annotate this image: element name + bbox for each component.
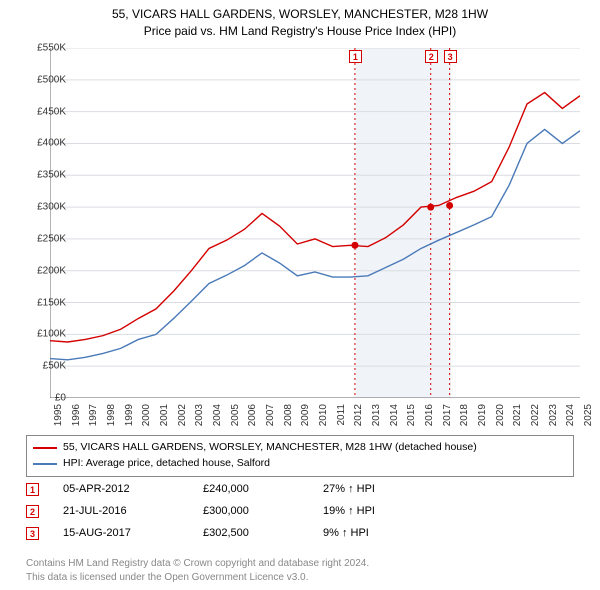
y-tick-label: £500K (37, 74, 66, 85)
x-tick-label: 2022 (530, 404, 541, 426)
x-tick-label: 2016 (424, 404, 435, 426)
x-tick-label: 2017 (442, 404, 453, 426)
title-line1: 55, VICARS HALL GARDENS, WORSLEY, MANCHE… (0, 6, 600, 23)
x-tick-label: 1999 (124, 404, 135, 426)
x-tick-label: 2000 (141, 404, 152, 426)
legend-label: HPI: Average price, detached house, Salf… (63, 456, 270, 472)
legend-row: 55, VICARS HALL GARDENS, WORSLEY, MANCHE… (33, 440, 567, 456)
sale-date: 05-APR-2012 (63, 483, 203, 495)
x-tick-label: 2006 (247, 404, 258, 426)
x-tick-label: 2003 (194, 404, 205, 426)
sale-flag-icon: 2 (425, 50, 438, 63)
sale-date: 15-AUG-2017 (63, 527, 203, 539)
y-tick-label: £400K (37, 138, 66, 149)
x-tick-label: 1998 (106, 404, 117, 426)
sale-delta: 19% ↑ HPI (323, 505, 375, 517)
chart-container: 55, VICARS HALL GARDENS, WORSLEY, MANCHE… (0, 0, 600, 590)
legend-row: HPI: Average price, detached house, Salf… (33, 456, 567, 472)
sale-price: £300,000 (203, 505, 323, 517)
sale-price: £240,000 (203, 483, 323, 495)
x-tick-label: 2007 (265, 404, 276, 426)
y-tick-label: £350K (37, 170, 66, 181)
x-tick-label: 2019 (477, 404, 488, 426)
x-tick-label: 1995 (53, 404, 64, 426)
footer-line1: Contains HM Land Registry data © Crown c… (26, 557, 369, 571)
x-tick-label: 2025 (583, 404, 594, 426)
x-tick-label: 2010 (318, 404, 329, 426)
sale-flag-icon: 1 (349, 50, 362, 63)
sale-date: 21-JUL-2016 (63, 505, 203, 517)
sales-row: 1 05-APR-2012 £240,000 27% ↑ HPI (26, 478, 375, 500)
x-tick-label: 1997 (88, 404, 99, 426)
y-tick-label: £550K (37, 43, 66, 54)
legend: 55, VICARS HALL GARDENS, WORSLEY, MANCHE… (26, 435, 574, 477)
sale-marker-icon: 1 (26, 483, 39, 496)
footer-line2: This data is licensed under the Open Gov… (26, 571, 369, 585)
title-line2: Price paid vs. HM Land Registry's House … (0, 23, 600, 40)
x-tick-label: 2008 (283, 404, 294, 426)
x-tick-label: 2002 (177, 404, 188, 426)
sale-flag-icon: 3 (444, 50, 457, 63)
x-tick-label: 2015 (406, 404, 417, 426)
x-tick-label: 2011 (336, 404, 347, 426)
sale-marker-icon: 2 (26, 505, 39, 518)
chart-svg (50, 48, 580, 398)
title-block: 55, VICARS HALL GARDENS, WORSLEY, MANCHE… (0, 0, 600, 40)
y-tick-label: £150K (37, 297, 66, 308)
legend-swatch (33, 447, 57, 449)
x-tick-label: 2018 (459, 404, 470, 426)
y-tick-label: £300K (37, 202, 66, 213)
x-tick-label: 1996 (71, 404, 82, 426)
y-tick-label: £250K (37, 233, 66, 244)
x-tick-label: 2001 (159, 404, 170, 426)
y-tick-label: £450K (37, 106, 66, 117)
sales-row: 3 15-AUG-2017 £302,500 9% ↑ HPI (26, 522, 375, 544)
x-tick-label: 2024 (565, 404, 576, 426)
x-tick-label: 2013 (371, 404, 382, 426)
y-tick-label: £100K (37, 329, 66, 340)
sale-marker-icon: 3 (26, 527, 39, 540)
x-tick-label: 2012 (353, 404, 364, 426)
sale-delta: 9% ↑ HPI (323, 527, 369, 539)
y-tick-label: £200K (37, 265, 66, 276)
footer: Contains HM Land Registry data © Crown c… (26, 557, 369, 584)
x-tick-label: 2009 (300, 404, 311, 426)
legend-swatch (33, 463, 57, 465)
chart-area (50, 48, 580, 398)
x-tick-label: 2014 (389, 404, 400, 426)
y-tick-label: £50K (43, 361, 66, 372)
x-tick-label: 2004 (212, 404, 223, 426)
x-tick-label: 2021 (512, 404, 523, 426)
x-tick-label: 2023 (548, 404, 559, 426)
x-tick-label: 2005 (230, 404, 241, 426)
x-tick-label: 2020 (495, 404, 506, 426)
sale-price: £302,500 (203, 527, 323, 539)
legend-label: 55, VICARS HALL GARDENS, WORSLEY, MANCHE… (63, 440, 477, 456)
sales-table: 1 05-APR-2012 £240,000 27% ↑ HPI 2 21-JU… (26, 478, 375, 544)
sales-row: 2 21-JUL-2016 £300,000 19% ↑ HPI (26, 500, 375, 522)
sale-delta: 27% ↑ HPI (323, 483, 375, 495)
y-tick-label: £0 (55, 393, 66, 404)
